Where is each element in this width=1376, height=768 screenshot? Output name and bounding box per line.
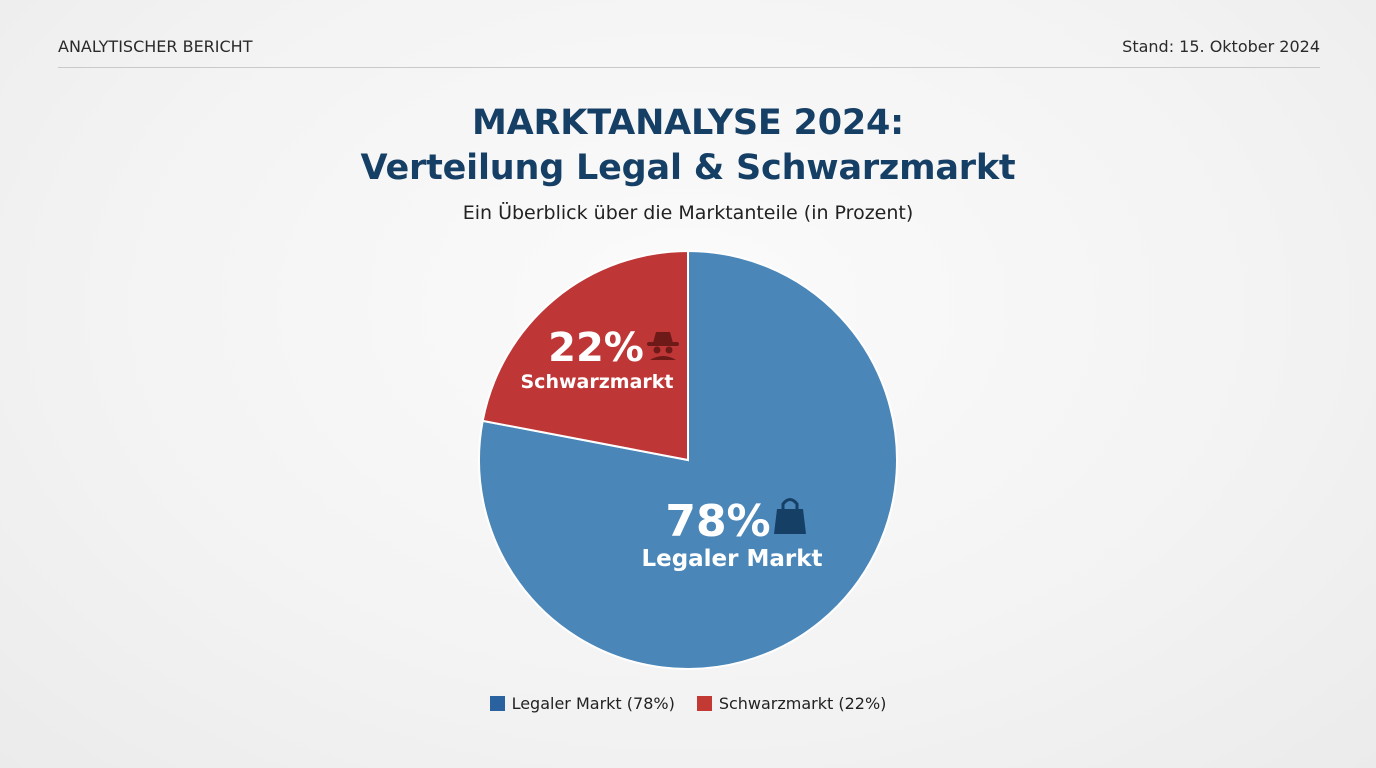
pie-slice-black	[481, 249, 689, 462]
legend-item-legal: Legaler Markt (78%)	[489, 694, 675, 713]
legend-swatch-black	[696, 696, 712, 711]
value-label-black: 22%	[548, 325, 644, 371]
slice-label-black: Schwarzmarkt	[521, 371, 674, 393]
chart-subtitle: Ein Überblick über die Marktanteile (in …	[462, 202, 914, 224]
chart-title-line2: Verteilung Legal & Schwarzmarkt	[360, 148, 1016, 188]
chart-legend: Legaler Markt (78%) Schwarzmarkt (22%)	[0, 694, 1376, 713]
value-label-legal: 78%	[665, 496, 770, 547]
report-header: ANALYTISCHER BERICHT Stand: 15. Oktober …	[58, 37, 1320, 68]
report-date: Stand: 15. Oktober 2024	[1122, 37, 1320, 56]
slice-label-legal: Legaler Markt	[641, 546, 822, 572]
chart-title: MARKTANALYSE 2024: Verteilung Legal & Sc…	[0, 101, 1376, 191]
legend-label-black: Schwarzmarkt (22%)	[718, 694, 887, 713]
report-label: ANALYTISCHER BERICHT	[58, 37, 253, 56]
spy-icon	[647, 332, 679, 360]
legend-label-legal: Legaler Markt (78%)	[511, 694, 675, 713]
legend-item-black: Schwarzmarkt (22%)	[696, 694, 887, 713]
shopping-bag-icon	[774, 498, 806, 534]
legend-swatch-legal	[489, 696, 505, 711]
chart-title-line1: MARKTANALYSE 2024:	[472, 103, 904, 143]
